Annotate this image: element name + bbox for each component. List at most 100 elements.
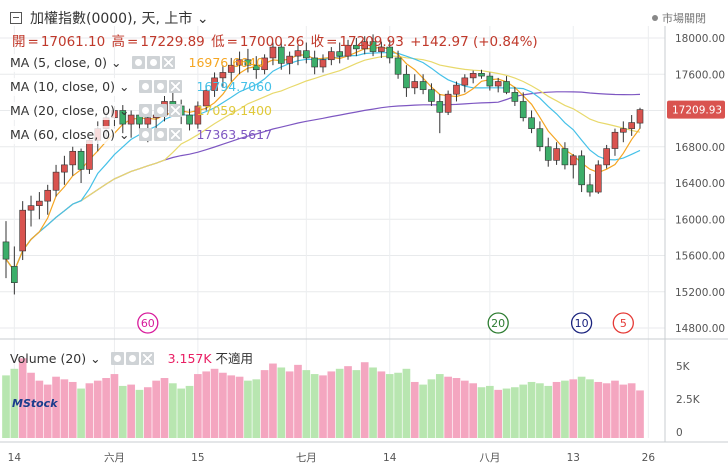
ma20-line [5, 55, 641, 273]
volume-bar [210, 368, 219, 438]
candle-body [553, 148, 560, 161]
candle-body [461, 77, 469, 86]
close-icon[interactable] [161, 56, 175, 69]
eye-icon[interactable] [110, 352, 124, 365]
candle-body [294, 50, 302, 57]
ma-period-label: 5 [620, 317, 627, 330]
volume-bar [285, 371, 294, 438]
volume-bar [527, 381, 536, 438]
chevron-down-icon[interactable]: ⌄ [196, 11, 209, 27]
candle-body [603, 148, 610, 166]
chevron-down-icon[interactable]: ⌄ [119, 127, 130, 142]
chevron-down-icon[interactable]: ⌄ [119, 79, 130, 94]
volume-tick-label: 2.5K [676, 394, 701, 406]
volume-bar [477, 387, 486, 438]
open-value: 17061.10 [40, 34, 106, 50]
candle-body [419, 81, 427, 90]
candle-body [519, 101, 527, 119]
candle-body [244, 59, 252, 66]
market-status: 市場關閉 [652, 10, 706, 26]
ma-period-marker [612, 312, 634, 334]
price-tick-label: 17600.00 [675, 69, 725, 81]
candle-body [478, 73, 485, 77]
volume-bar [269, 363, 277, 438]
volume-bar [494, 389, 503, 438]
low-value: 17000.26 [239, 34, 305, 50]
close-icon[interactable] [169, 104, 183, 117]
time-tick-label: 七月 [296, 452, 317, 464]
chart-header: 加權指數(0000), 天, 上市 ⌄ [10, 8, 209, 28]
volume-bar [419, 384, 427, 438]
ma60-legend[interactable]: MA (60, close, 0) ⌄ 17363.5617 [10, 126, 272, 144]
volume-bar [427, 379, 436, 438]
time-tick-label: 14 [383, 452, 397, 464]
chevron-down-icon[interactable]: ⌄ [119, 103, 130, 118]
volume-value: 3.157K [167, 351, 212, 366]
ma5-label: MA (5, close, 0) [10, 54, 108, 72]
volume-bar [35, 380, 44, 438]
collapse-icon[interactable] [10, 12, 22, 24]
time-tick-label: 13 [567, 452, 580, 464]
candle-body [403, 73, 410, 89]
chevron-down-icon[interactable]: ⌄ [111, 55, 122, 70]
candle-body [52, 171, 60, 191]
ma20-label: MA (20, close, 0) [10, 102, 116, 120]
candle-body [378, 46, 385, 52]
gear-icon[interactable] [125, 352, 139, 365]
eye-icon[interactable] [139, 80, 153, 93]
close-icon[interactable] [169, 128, 183, 141]
chart-title[interactable]: 加權指數(0000), 天, 上市 [30, 11, 193, 27]
eye-icon[interactable] [139, 104, 153, 117]
candle-body [127, 114, 135, 125]
candle-body [511, 92, 519, 102]
chevron-down-icon[interactable]: ⌄ [90, 351, 101, 366]
candle-body [144, 117, 152, 125]
candle-body [328, 51, 335, 61]
candle-body [27, 205, 35, 211]
candle-body [11, 266, 18, 283]
candle-body [469, 73, 477, 79]
volume-bar [319, 375, 327, 438]
volume-note: 不適用 [215, 351, 254, 366]
volume-bar [152, 380, 160, 438]
candle-body [486, 75, 494, 87]
candle-body [2, 241, 10, 260]
candle-body [344, 44, 352, 57]
volume-bar [227, 375, 236, 438]
gear-icon[interactable] [154, 80, 168, 93]
volume-bar [260, 370, 269, 438]
volume-bar [536, 383, 544, 438]
ma10-legend[interactable]: MA (10, close, 0) ⌄ 16794.7060 [10, 78, 272, 96]
volume-bar [519, 384, 528, 438]
status-dot-icon [652, 15, 658, 21]
candle-body [578, 155, 585, 186]
close-icon[interactable] [140, 352, 154, 365]
volume-bar [394, 372, 402, 438]
ohlc-legend: 開 = 17061.10 高 = 17229.89 低 = 17000.26 收 = 17209… [12, 34, 538, 50]
close-icon[interactable] [169, 80, 183, 93]
volume-legend[interactable]: Volume (20) ⌄ 3.157K 不適用 [10, 348, 253, 368]
volume-bar [335, 368, 344, 438]
eye-icon[interactable] [131, 56, 145, 69]
close-label: 收 [310, 34, 325, 50]
gear-icon[interactable] [154, 104, 168, 117]
volume-bar [360, 362, 369, 438]
price-tick-label: 16800.00 [675, 142, 725, 154]
eye-icon[interactable] [139, 128, 153, 141]
ma20-legend[interactable]: MA (20, close, 0) ⌄ 17059.1400 [10, 102, 272, 120]
candle-body [536, 128, 544, 148]
volume-bar [10, 368, 19, 438]
candle-body [61, 164, 68, 173]
candle-body [444, 93, 452, 113]
volume-bar [85, 383, 94, 438]
gear-icon[interactable] [146, 56, 160, 69]
volume-bar [627, 383, 636, 438]
candle-body [36, 200, 43, 206]
gear-icon[interactable] [154, 128, 168, 141]
volume-bar [452, 378, 461, 438]
candle-body [569, 155, 577, 166]
ma5-legend[interactable]: MA (5, close, 0) ⌄ 16976.6640 [10, 54, 264, 72]
volume-bar [552, 381, 561, 438]
